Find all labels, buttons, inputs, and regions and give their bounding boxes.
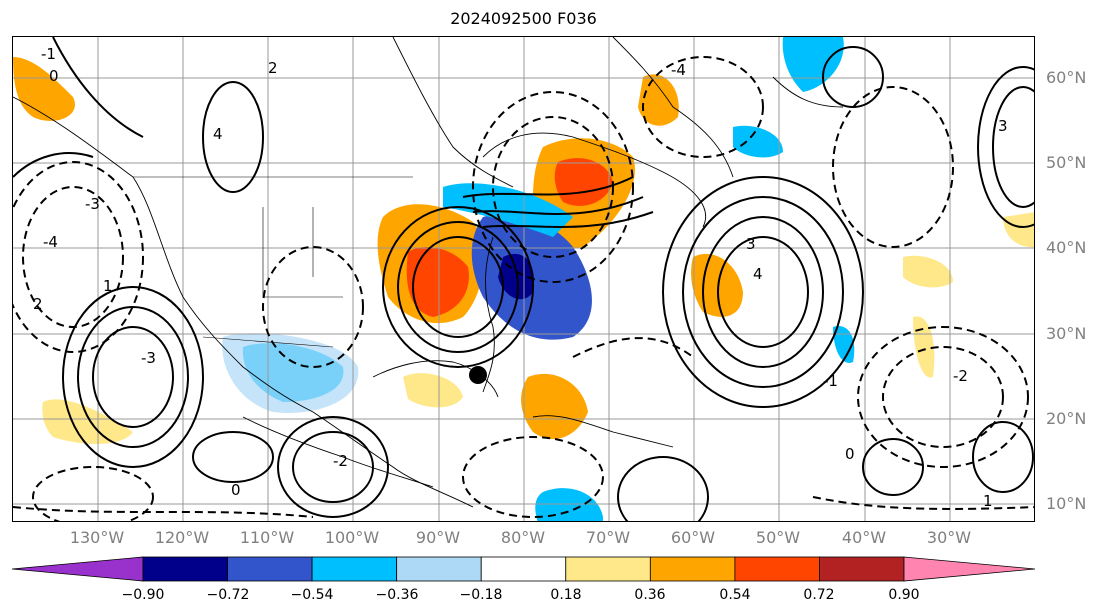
contour-label: 2 xyxy=(268,59,278,77)
lat-label-10n: 10°N xyxy=(1046,494,1087,513)
contour-label: 2 xyxy=(33,295,43,313)
contour-label: -4 xyxy=(671,61,686,79)
map-plot xyxy=(13,37,1034,521)
colorbar-tick-label: −0.54 xyxy=(290,587,334,603)
colorbar-tick-label: 0.36 xyxy=(634,587,666,603)
colorbar-cell xyxy=(227,556,313,582)
lon-label-120w: 120°W xyxy=(154,528,210,547)
contour-label: -4 xyxy=(43,233,58,251)
contour-label: -1 xyxy=(823,372,838,390)
colorbar-tick-label: −0.90 xyxy=(121,587,165,603)
lon-label-110w: 110°W xyxy=(239,528,295,547)
lon-label-90w: 90°W xyxy=(415,528,461,547)
colorbar-cell xyxy=(734,556,820,582)
lat-label-50n: 50°N xyxy=(1046,153,1087,172)
lon-label-50w: 50°W xyxy=(755,528,801,547)
contour-label: 0 xyxy=(49,67,59,85)
colorbar-tick-label: −0.18 xyxy=(459,587,503,603)
colorbar-tick-label: 0.72 xyxy=(803,587,835,603)
lat-label-30n: 30°N xyxy=(1046,324,1087,343)
contour-label: 4 xyxy=(753,265,763,283)
lat-label-60n: 60°N xyxy=(1046,68,1087,87)
contour-label: -1 xyxy=(41,45,56,63)
contour-label: -3 xyxy=(141,349,156,367)
lat-label-20n: 20°N xyxy=(1046,409,1087,428)
lon-label-30w: 30°W xyxy=(926,528,972,547)
lon-label-130w: 130°W xyxy=(69,528,125,547)
colorbar-cell xyxy=(565,556,651,582)
contour-label: -3 xyxy=(85,195,100,213)
contour-label: -2 xyxy=(953,367,968,385)
contour-label: 0 xyxy=(845,445,855,463)
negative-contours xyxy=(13,56,1034,521)
lat-label-40n: 40°N xyxy=(1046,238,1087,257)
borders xyxy=(133,176,413,348)
colorbar-arrow-high xyxy=(903,556,1036,582)
graticule xyxy=(13,37,1034,521)
colorbar-tick-label: 0.18 xyxy=(550,587,582,603)
contour-label: 1 xyxy=(103,277,113,295)
storm-center-marker xyxy=(469,366,487,384)
lon-label-80w: 80°W xyxy=(500,528,546,547)
lon-label-40w: 40°W xyxy=(841,528,887,547)
colorbar-cell xyxy=(649,556,736,582)
lon-label-100w: 100°W xyxy=(324,528,380,547)
contour-label: 3 xyxy=(998,117,1008,135)
positive-contours xyxy=(13,37,1034,521)
colorbar-tick-label: −0.36 xyxy=(375,587,419,603)
colorbar-arrow-low xyxy=(11,556,144,582)
map-panel: -1 0 -3 2 1 -4 -2 -3 3 4 -1 0 -2 4 2 3 0… xyxy=(12,36,1035,522)
colorbar-cell xyxy=(142,556,228,582)
contour-label: 1 xyxy=(983,492,993,510)
colorbar-cell xyxy=(396,556,482,582)
lon-label-60w: 60°W xyxy=(670,528,716,547)
coastlines xyxy=(13,37,844,508)
contour-label: 4 xyxy=(213,125,223,143)
colorbar-tick-label: 0.54 xyxy=(719,587,751,603)
colorbar-tick-label: 0.90 xyxy=(888,587,920,603)
colorbar-cell xyxy=(311,556,398,582)
lon-label-70w: 70°W xyxy=(585,528,631,547)
colorbar-tick-label: −0.72 xyxy=(206,587,250,603)
contour-label: 3 xyxy=(746,235,756,253)
contour-label: -2 xyxy=(333,452,348,470)
contour-label: 0 xyxy=(231,481,241,499)
colorbar-cell xyxy=(819,556,905,582)
colorbar xyxy=(11,556,1036,582)
colorbar-cell xyxy=(480,556,567,582)
map-title: 2024092500 F036 xyxy=(450,9,597,28)
